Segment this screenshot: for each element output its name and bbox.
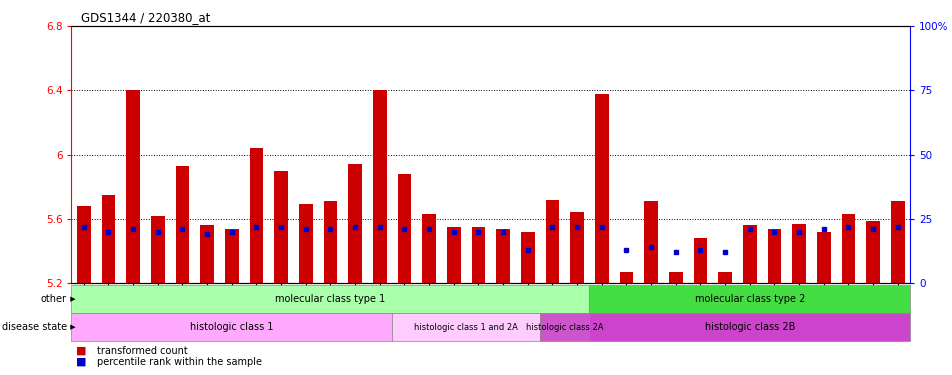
Bar [150,216,165,283]
Text: histologic class 1 and 2A: histologic class 1 and 2A [414,322,518,332]
Bar [743,225,756,283]
Text: molecular class type 2: molecular class type 2 [694,294,804,304]
Bar [816,232,830,283]
Bar [545,200,559,283]
Bar [668,272,682,283]
Bar [274,171,288,283]
Text: transformed count: transformed count [97,346,188,355]
Bar [471,227,485,283]
Bar [496,228,509,283]
Text: molecular class type 1: molecular class type 1 [275,294,386,304]
Text: percentile rank within the sample: percentile rank within the sample [97,357,262,367]
Bar [791,224,805,283]
Text: other: other [41,294,67,304]
Bar [102,195,115,283]
Text: disease state: disease state [2,322,67,332]
Bar [841,214,854,283]
Bar [422,214,435,283]
Text: histologic class 2B: histologic class 2B [704,322,794,332]
Bar [767,228,781,283]
Bar [446,227,460,283]
Bar [644,201,657,283]
Text: ■: ■ [76,346,87,355]
Bar [225,228,238,283]
Text: GDS1344 / 220380_at: GDS1344 / 220380_at [81,11,210,24]
Bar [865,220,879,283]
Bar [569,213,584,283]
Text: histologic class 1: histologic class 1 [189,322,273,332]
Bar [718,272,731,283]
Text: ▶: ▶ [68,324,75,330]
Bar [619,272,632,283]
Bar [372,90,387,283]
Text: ▶: ▶ [68,296,75,302]
Bar [348,164,362,283]
Bar [594,94,608,283]
Text: ■: ■ [76,357,87,367]
Bar [200,225,213,283]
Bar [521,232,534,283]
Bar [693,238,706,283]
Bar [299,204,312,283]
Bar [397,174,411,283]
Bar [890,201,903,283]
Bar [77,206,90,283]
Text: histologic class 2A: histologic class 2A [526,322,603,332]
Bar [324,201,337,283]
Bar [249,148,263,283]
Bar [175,166,189,283]
Bar [127,90,140,283]
